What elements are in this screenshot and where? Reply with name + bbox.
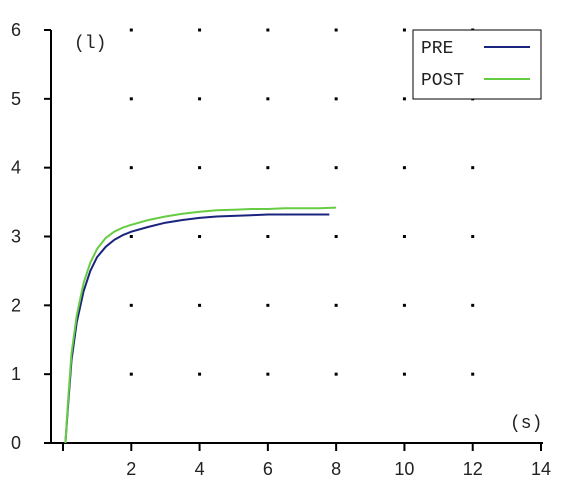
grid-dot [266,166,270,170]
series-lines [64,206,337,444]
series-line-pre [64,213,330,444]
grid-dot [198,235,202,238]
legend-box [412,29,542,100]
x-tick-label: 2 [126,459,136,479]
grid-dot [198,97,202,101]
y-tick-label: 1 [11,364,21,384]
grid-dot [198,372,202,376]
legend-label-pre: PRE [421,39,453,59]
grid-dot [198,28,202,32]
grid-dot [471,235,475,238]
grid-dot [334,166,338,170]
grid-dot [334,97,338,101]
grid-dot [266,97,270,101]
grid-dot [334,28,338,32]
legend: PRE POST [412,29,542,100]
y-ticks: 0 1 2 3 4 5 6 [11,20,51,453]
x-tick-label: 14 [531,459,551,479]
y-tick-label: 0 [11,433,21,453]
grid-dot [266,28,270,32]
grid-dot [334,303,338,307]
grid-dots [129,28,475,376]
grid-dot [198,303,202,307]
y-unit-label: (l) [74,34,106,54]
grid-dot [402,235,406,238]
x-tick-label: 10 [394,459,414,479]
x-tick-label: 12 [463,459,483,479]
grid-dot [402,28,406,32]
grid-dot [402,97,406,101]
series-line-post [64,206,337,444]
grid-dot [334,235,338,238]
legend-label-post: POST [421,71,464,91]
grid-dot [266,303,270,307]
x-tick-label: 4 [195,459,205,479]
x-tick-label: 8 [331,459,341,479]
x-unit-label: (s) [510,414,542,434]
x-ticks: 2 4 6 8 10 12 14 [62,443,551,479]
grid-dot [129,166,133,170]
grid-dot [471,303,475,307]
y-tick-label: 3 [11,227,21,247]
grid-dot [129,303,133,307]
y-tick-label: 4 [11,158,21,178]
grid-dot [402,372,406,376]
grid-dot [129,28,133,32]
grid-dot [402,166,406,170]
grid-dot [129,372,133,376]
y-tick-label: 6 [11,20,21,40]
grid-dot [334,372,338,376]
grid-dot [129,97,133,101]
grid-dot [266,372,270,376]
grid-dot [129,235,133,238]
grid-dot [402,303,406,307]
y-tick-label: 2 [11,295,21,315]
grid-dot [266,235,270,238]
grid-dot [198,166,202,170]
y-tick-label: 5 [11,89,21,109]
x-tick-label: 6 [263,459,273,479]
grid-dot [471,372,475,376]
grid-dot [471,166,475,170]
